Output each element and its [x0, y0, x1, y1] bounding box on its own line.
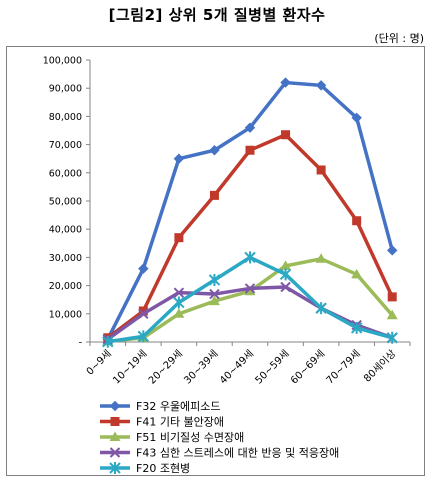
x-tick-label: 0~9세: [84, 348, 114, 378]
x-tick-label: 30~39세: [182, 348, 221, 387]
legend-marker-2: [110, 417, 120, 426]
series-2-point: [138, 306, 148, 316]
x-tick-label: 20~29세: [146, 348, 185, 387]
series-5-point: [386, 331, 398, 344]
y-tick-label: 70,000: [49, 140, 82, 151]
y-tick-label: 30,000: [49, 253, 82, 264]
y-tick-label: 10,000: [49, 309, 82, 320]
y-tick-label: 40,000: [49, 225, 82, 236]
series-4-point: [209, 288, 220, 300]
x-tick-label: 70~79세: [324, 348, 363, 387]
series-5-point: [350, 321, 363, 334]
series-2-point: [174, 233, 184, 243]
series-5-point: [173, 296, 185, 309]
y-tick-label: 60,000: [49, 168, 82, 179]
series-5-point: [244, 251, 256, 264]
x-tick-label: 80세이상: [361, 348, 398, 385]
series-2-point: [387, 292, 397, 302]
series-3-point: [386, 309, 398, 320]
legend-marker-3: [109, 431, 121, 441]
series-5-point: [315, 302, 327, 315]
series-4-point: [173, 287, 185, 298]
series-2-point: [209, 190, 219, 200]
legend-label-4: F43 심한 스트레스에 대한 반응 및 적응장애: [136, 447, 339, 460]
series-3-point: [280, 260, 292, 270]
series-3-point: [315, 253, 327, 263]
series-3-point: [244, 285, 256, 296]
series-3-point: [351, 268, 363, 279]
series-1-point: [138, 263, 149, 274]
series-1-point: [209, 145, 220, 156]
y-tick-label: 90,000: [49, 84, 82, 95]
series-2-point: [281, 130, 291, 140]
x-tick-label: 60~69세: [288, 348, 327, 387]
legend-marker-5: [109, 462, 121, 474]
legend-marker-4: [109, 447, 121, 458]
legend-label-1: F32 우울에피소드: [136, 400, 221, 413]
chart-frame: [6, 46, 425, 476]
y-tick-label: 80,000: [49, 112, 82, 123]
series-1-point: [280, 77, 291, 88]
series-5-point: [102, 335, 114, 348]
series-4-point: [244, 283, 256, 294]
y-tick-label: 50,000: [49, 197, 82, 208]
y-tick-label: 20,000: [49, 281, 82, 292]
series-2-point: [316, 165, 326, 175]
series-1-point: [351, 112, 362, 124]
x-tick-label: 50~59세: [253, 348, 292, 387]
series-3-point: [173, 308, 185, 318]
series-3-point: [208, 295, 220, 306]
legend-marker-1: [109, 400, 121, 412]
series-5-point: [137, 330, 150, 343]
series-4-point: [138, 308, 149, 320]
unit-note: (단위 : 명): [374, 32, 424, 45]
series-1-point: [387, 245, 398, 256]
series-line-2: [106, 132, 394, 340]
series-2-point: [352, 216, 362, 226]
chart-title: [그림2] 상위 5개 질병별 환자수: [108, 6, 326, 24]
series-5-point: [208, 273, 221, 286]
legend-label-5: F20 조현병: [136, 462, 190, 475]
legend-label-3: F51 비기질성 수면장애: [136, 431, 244, 444]
x-tick-label: 40~49세: [217, 348, 256, 387]
series-1-point: [244, 122, 256, 133]
legend-label-2: F41 기타 불안장애: [136, 416, 224, 429]
y-tick-label: 100,000: [43, 56, 82, 67]
x-tick-label: 10~19세: [111, 348, 150, 387]
series-4-point: [280, 281, 291, 293]
y-tick-label: -: [79, 338, 82, 349]
series-2-point: [245, 145, 255, 155]
series-1-point: [173, 153, 185, 164]
series-1-point: [315, 80, 327, 91]
series-5-point: [279, 268, 292, 281]
